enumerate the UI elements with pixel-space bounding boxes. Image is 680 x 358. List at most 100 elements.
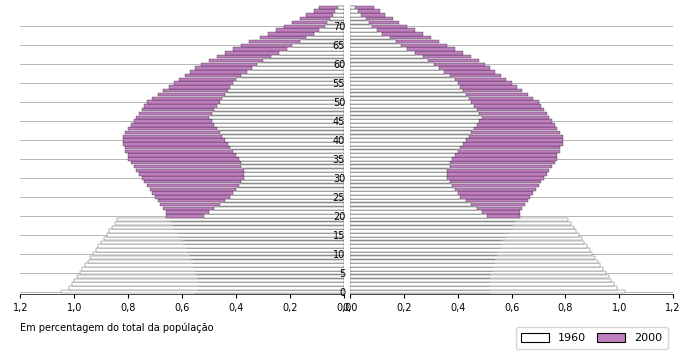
Bar: [241, 74, 343, 77]
Bar: [350, 93, 528, 96]
Bar: [190, 252, 343, 256]
Bar: [350, 279, 490, 282]
Bar: [350, 36, 390, 39]
Bar: [350, 195, 460, 199]
Bar: [350, 17, 393, 20]
Bar: [115, 222, 343, 225]
Bar: [125, 150, 343, 153]
Bar: [239, 157, 343, 161]
Bar: [152, 97, 343, 100]
Bar: [136, 116, 343, 119]
Bar: [350, 263, 600, 267]
Bar: [211, 112, 343, 115]
Bar: [220, 203, 343, 206]
Bar: [350, 9, 358, 13]
Bar: [209, 211, 343, 214]
Bar: [85, 263, 343, 267]
Bar: [350, 161, 555, 164]
Bar: [350, 271, 490, 275]
Bar: [350, 59, 428, 62]
Bar: [350, 173, 547, 176]
Bar: [209, 116, 343, 119]
Bar: [350, 263, 493, 267]
Bar: [350, 70, 496, 73]
Bar: [350, 55, 471, 58]
Bar: [350, 222, 571, 225]
Bar: [350, 123, 477, 127]
Bar: [350, 85, 517, 89]
Bar: [217, 104, 343, 108]
Bar: [350, 47, 455, 51]
Bar: [139, 173, 343, 176]
Bar: [350, 97, 469, 100]
Bar: [350, 290, 490, 293]
Bar: [350, 82, 511, 85]
Bar: [147, 184, 343, 187]
Bar: [350, 97, 533, 100]
Bar: [133, 119, 343, 123]
Bar: [350, 116, 549, 119]
Bar: [69, 286, 343, 290]
Bar: [163, 207, 343, 210]
Bar: [271, 55, 343, 58]
Bar: [198, 275, 343, 278]
Bar: [350, 188, 455, 191]
Bar: [292, 21, 343, 24]
Bar: [350, 131, 471, 134]
Bar: [231, 195, 343, 199]
Bar: [222, 135, 343, 138]
Bar: [350, 119, 552, 123]
Bar: [217, 127, 343, 130]
Bar: [350, 275, 490, 278]
Bar: [350, 211, 520, 214]
Bar: [88, 260, 343, 263]
Bar: [292, 44, 343, 47]
Bar: [93, 252, 343, 256]
Bar: [350, 154, 455, 157]
Bar: [225, 199, 343, 202]
Bar: [330, 17, 343, 20]
Bar: [325, 25, 343, 28]
Bar: [158, 199, 343, 202]
Bar: [201, 63, 343, 66]
Bar: [350, 169, 549, 172]
Bar: [350, 146, 560, 149]
Bar: [233, 47, 343, 51]
Bar: [144, 180, 343, 183]
Bar: [77, 275, 343, 278]
Bar: [350, 256, 595, 259]
Bar: [350, 286, 490, 290]
Bar: [350, 180, 541, 183]
Bar: [350, 142, 563, 146]
Bar: [350, 222, 514, 225]
Bar: [327, 21, 343, 24]
Bar: [209, 59, 343, 62]
Bar: [350, 218, 568, 221]
Bar: [104, 237, 343, 240]
Bar: [122, 142, 343, 146]
Bar: [350, 55, 423, 58]
Bar: [350, 184, 539, 187]
Bar: [169, 85, 343, 89]
Bar: [131, 161, 343, 164]
Bar: [241, 165, 343, 168]
Bar: [350, 104, 541, 108]
Bar: [350, 89, 463, 92]
Bar: [195, 267, 343, 271]
Bar: [350, 176, 447, 180]
Bar: [236, 78, 343, 81]
Bar: [350, 207, 522, 210]
Bar: [241, 161, 343, 164]
Bar: [350, 66, 490, 70]
Bar: [112, 226, 343, 229]
Bar: [350, 6, 374, 9]
Bar: [350, 248, 590, 252]
Bar: [90, 256, 343, 259]
Bar: [260, 36, 343, 39]
Bar: [166, 214, 343, 218]
Bar: [174, 226, 343, 229]
Bar: [350, 47, 407, 51]
Bar: [350, 108, 544, 111]
Bar: [350, 203, 525, 206]
Bar: [203, 214, 343, 218]
